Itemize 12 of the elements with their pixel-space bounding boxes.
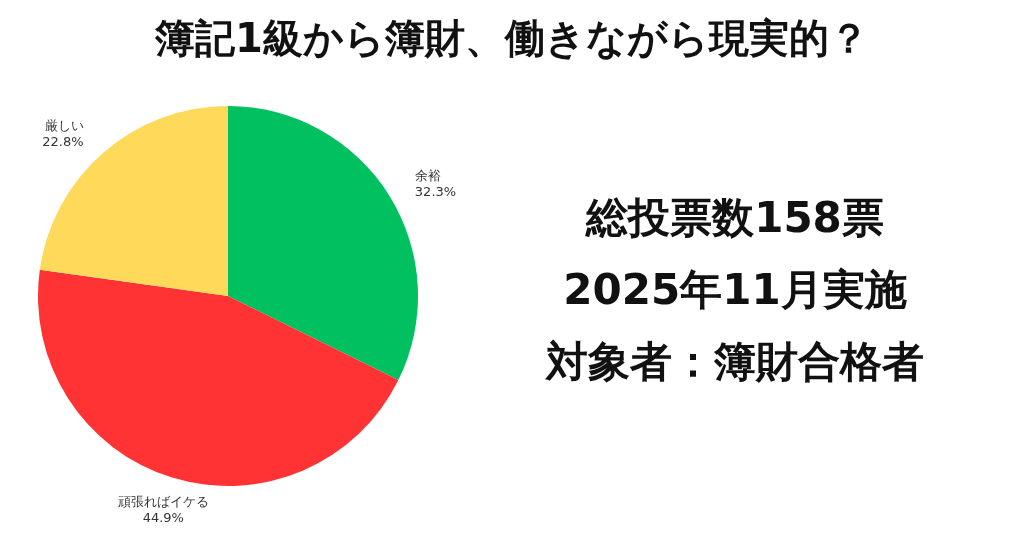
chart-title: 簿記1級から簿財、働きながら現実的？ [154,15,869,61]
slice-label: 厳しい [44,118,84,134]
text: 2025年11月実施 [563,265,907,314]
data-label: 22.8% [42,134,84,150]
pie-slice [39,106,228,296]
text: 対象者：簿財合格者 [544,337,924,386]
slice-label: 余裕 [414,167,441,183]
data-label: 32.3% [414,183,457,199]
slice-label: 頑張ればイケる [117,494,209,510]
text: 総投票数158票 [585,193,884,242]
data-label: 44.9% [142,510,184,526]
pie-slice [38,269,399,486]
